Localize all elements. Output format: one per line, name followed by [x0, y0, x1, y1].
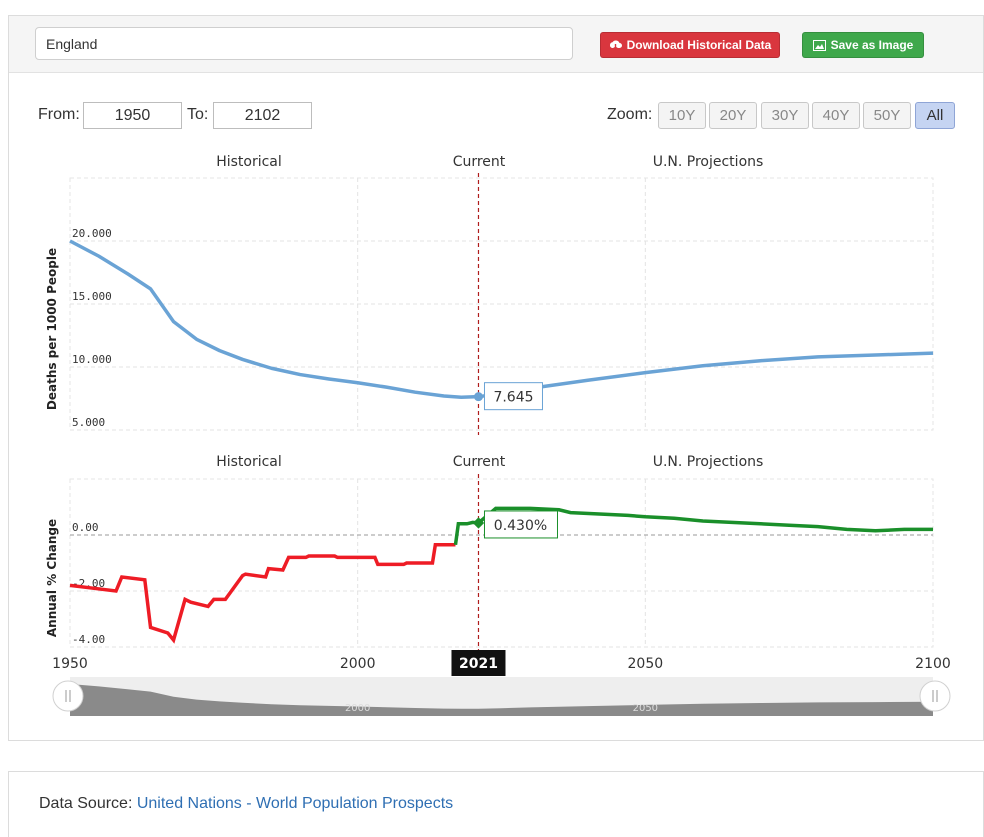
y-tick-label: 0.00 [72, 521, 99, 534]
navigator-left-handle-knob[interactable] [52, 680, 84, 712]
death-rate-chart: 5.000 10.000 15.000 20.000 Historical Current… [45, 154, 951, 716]
current-year-badge-label: 2021 [459, 656, 498, 672]
download-historical-data-button[interactable]: Download Historical Data [600, 32, 780, 58]
cloud-download-icon [609, 39, 622, 51]
x-tick-label: 2100 [915, 656, 951, 672]
section-label: U.N. Projections [653, 454, 764, 470]
navigator-tick-label: 2050 [633, 703, 658, 714]
section-label: Historical [216, 154, 282, 170]
zoom-button-50y[interactable]: 50Y [863, 102, 911, 129]
data-source-link[interactable]: United Nations - World Population Prospe… [136, 795, 454, 812]
death-rate-series-line [69, 239, 934, 399]
section-label: Current [453, 154, 506, 170]
section-label: Current [453, 454, 506, 470]
y-tick-label: -4.00 [72, 633, 105, 646]
image-icon [812, 39, 826, 51]
save-button-label: Save as Image [830, 38, 914, 52]
save-as-image-button[interactable]: Save as Image [802, 32, 924, 58]
navigator-tick-label: 2000 [345, 703, 370, 714]
zoom-button-30y[interactable]: 30Y [761, 102, 809, 129]
y-axis-label: Deaths per 1000 People [45, 248, 59, 410]
data-source-text: Data Source: United Nations - World Popu… [39, 795, 453, 813]
current-year-badge [451, 650, 506, 676]
current-value-tooltip-text: 0.430% [494, 518, 547, 534]
from-year-input[interactable] [83, 102, 182, 129]
current-value-marker [473, 392, 483, 402]
plot-area [69, 478, 934, 648]
y-axis-label: Annual % Change [45, 519, 59, 637]
x-tick-label: 2000 [340, 656, 376, 672]
current-value-tooltip [483, 510, 558, 539]
y-tick-label: 15.000 [72, 290, 112, 303]
navigator-right-handle[interactable] [919, 680, 951, 712]
zoom-button-20y[interactable]: 20Y [709, 102, 757, 129]
x-tick-label: 1950 [52, 656, 88, 672]
to-label: To: [187, 106, 209, 123]
data-source-label: Data Source: [39, 795, 133, 812]
toolbar: Download Historical Data Save as Image [9, 16, 983, 73]
zoom-button-40y[interactable]: 40Y [812, 102, 860, 129]
section-label: Historical [216, 454, 282, 470]
negative-change-series-line [69, 543, 456, 644]
section-label: U.N. Projections [653, 154, 764, 170]
zoom-label: Zoom: [607, 106, 653, 123]
download-button-label: Download Historical Data [626, 38, 772, 52]
zoom-button-10y[interactable]: 10Y [658, 102, 706, 129]
y-tick-label: 5.000 [72, 416, 105, 429]
y-tick-label: 20.000 [72, 227, 112, 240]
y-tick-label: 10.000 [72, 353, 112, 366]
current-value-tooltip [483, 382, 543, 411]
current-value-tooltip-text: 7.645 [493, 390, 533, 406]
zoom-button-all[interactable]: All [915, 102, 955, 129]
navigator-right-handle-knob[interactable] [919, 680, 951, 712]
x-tick-label: 2050 [628, 656, 664, 672]
to-year-input[interactable] [213, 102, 312, 129]
data-source-panel: Data Source: United Nations - World Popu… [8, 771, 984, 837]
chart-panel: Download Historical Data Save as Image [8, 15, 984, 741]
from-label: From: [38, 106, 80, 123]
country-search-input[interactable] [35, 27, 573, 60]
navigator-series-area [70, 684, 933, 716]
navigator-left-handle[interactable] [52, 680, 84, 712]
current-value-marker [472, 517, 485, 529]
